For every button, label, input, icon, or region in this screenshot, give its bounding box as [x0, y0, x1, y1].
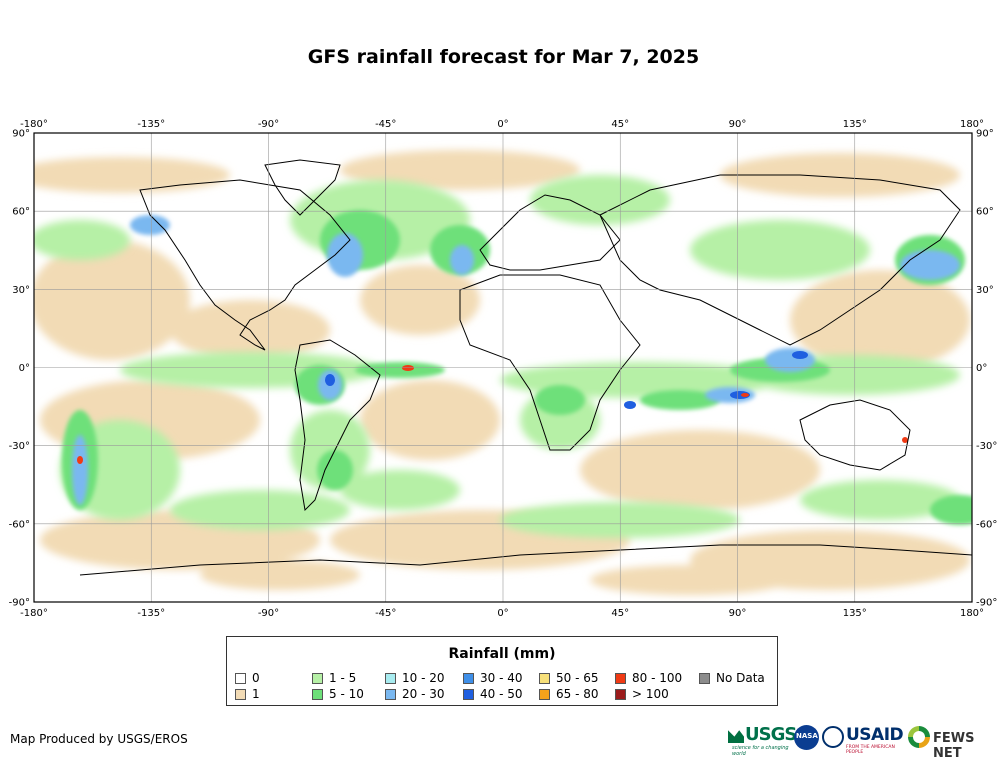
lat-tick-label-left: 0°: [19, 363, 30, 374]
legend-swatch: [615, 689, 626, 700]
lon-tick-label-bottom: -135°: [137, 608, 165, 619]
legend-item: 80 - 100: [615, 671, 682, 685]
legend-swatch: [615, 673, 626, 684]
legend-label: No Data: [716, 671, 765, 685]
map-title: GFS rainfall forecast for Mar 7, 2025: [307, 46, 700, 68]
legend-title: Rainfall (mm): [448, 646, 556, 662]
legend-item: 40 - 50: [463, 687, 523, 701]
legend-swatch: [463, 689, 474, 700]
lat-tick-label-right: -90°: [976, 598, 997, 609]
legend: Rainfall (mm) 0 1 1 - 5 5 - 10 10 - 20 20 - 3…: [226, 636, 778, 706]
usgs-logo: USGS science for a changing world: [728, 724, 797, 757]
lon-tick-label-top: 90°: [729, 119, 747, 130]
legend-item: 0: [235, 671, 260, 685]
lon-tick-label-bottom: -180°: [20, 608, 48, 619]
legend-label: 80 - 100: [632, 671, 683, 685]
greenland-outline: [264, 159, 341, 216]
map-frame: [33, 132, 973, 603]
legend-label: 50 - 65: [556, 671, 599, 685]
legend-swatch: [385, 689, 396, 700]
lat-tick-label-left: 90°: [12, 129, 30, 140]
legend-item: 5 - 10: [312, 687, 364, 701]
legend-label: 40 - 50: [480, 687, 523, 701]
nasa-meatball-icon: [794, 725, 819, 750]
legend-swatch: [235, 673, 246, 684]
lon-tick-label-top: -180°: [20, 119, 48, 130]
usaid-logo: USAID FROM THE AMERICAN PEOPLE: [822, 724, 904, 755]
australia-outline: [799, 399, 911, 471]
lat-tick-label-left: -30°: [9, 441, 30, 452]
lat-tick-label-left: -90°: [9, 598, 30, 609]
lat-tick-label-left: 30°: [12, 285, 30, 296]
lon-tick-label-bottom: -90°: [258, 608, 279, 619]
lat-tick-label-right: 0°: [976, 363, 987, 374]
legend-swatch: [235, 689, 246, 700]
lon-tick-label-top: 135°: [843, 119, 867, 130]
legend-item: 1 - 5: [312, 671, 356, 685]
rain-class-80-100: [77, 365, 908, 464]
legend-swatch: [385, 673, 396, 684]
legend-item: 20 - 30: [385, 687, 445, 701]
lat-tick-label-left: 60°: [12, 207, 30, 218]
lon-tick-label-top: 180°: [960, 119, 984, 130]
legend-swatch: [539, 689, 550, 700]
legend-item: 65 - 80: [539, 687, 599, 701]
lat-tick-label-left: -60°: [9, 519, 30, 530]
legend-item: 30 - 40: [463, 671, 523, 685]
usaid-seal-icon: [822, 726, 844, 748]
lat-tick-label-right: 30°: [976, 285, 994, 296]
south-america-outline: [294, 339, 381, 512]
north-america-outline: [139, 179, 351, 351]
lon-tick-label-bottom: 45°: [611, 608, 629, 619]
legend-label: 65 - 80: [556, 687, 599, 701]
legend-label: 1 - 5: [329, 671, 357, 685]
lon-tick-label-bottom: 135°: [843, 608, 867, 619]
fews-net-logo: FEWS NET: [908, 724, 998, 761]
lat-tick-label-right: -30°: [976, 441, 997, 452]
lon-tick-label-top: 45°: [611, 119, 629, 130]
asia-outline: [599, 174, 961, 346]
nasa-logo: NASA: [794, 724, 820, 754]
rain-class-40-50: [325, 351, 808, 409]
africa-outline: [459, 274, 641, 451]
antarctica-outline: [79, 544, 972, 576]
legend-item: No Data: [699, 671, 765, 685]
legend-label: > 100: [632, 687, 669, 701]
lon-tick-label-bottom: 90°: [729, 608, 747, 619]
legend-item: 10 - 20: [385, 671, 445, 685]
lon-tick-label-top: 0°: [497, 119, 508, 130]
lon-tick-label-bottom: 0°: [497, 608, 508, 619]
legend-label: 10 - 20: [402, 671, 445, 685]
legend-swatch: [539, 673, 550, 684]
lon-tick-label-bottom: -45°: [375, 608, 396, 619]
usgs-mark-icon: [728, 730, 744, 743]
legend-label: 0: [252, 671, 260, 685]
legend-label: 5 - 10: [329, 687, 364, 701]
partner-logos: USGS science for a changing world NASA U…: [728, 724, 1000, 761]
lon-tick-label-top: -135°: [137, 119, 165, 130]
lat-tick-label-right: 60°: [976, 207, 994, 218]
legend-item: > 100: [615, 687, 669, 701]
axis-ticks: -180° -180° -135° -135° -90° -90° -45° -45° 0° 0°…: [9, 119, 998, 619]
legend-item: 50 - 65: [539, 671, 599, 685]
rain-class-20-30: [72, 215, 960, 505]
legend-swatch: [463, 673, 474, 684]
legend-label: 20 - 30: [402, 687, 445, 701]
lon-tick-label-top: -90°: [258, 119, 279, 130]
lon-tick-label-top: -45°: [375, 119, 396, 130]
legend-label: 1: [252, 687, 260, 701]
coastlines: [79, 159, 972, 576]
legend-label: 30 - 40: [480, 671, 523, 685]
legend-swatch: [312, 689, 323, 700]
lat-tick-label-right: 90°: [976, 129, 994, 140]
lat-tick-label-right: -60°: [976, 519, 997, 530]
fews-net-ring-icon: [908, 726, 930, 748]
legend-swatch: [699, 673, 710, 684]
lon-tick-label-bottom: 180°: [960, 608, 984, 619]
map-credit: Map Produced by USGS/EROS: [10, 732, 188, 746]
legend-swatch: [312, 673, 323, 684]
legend-item: 1: [235, 687, 260, 701]
